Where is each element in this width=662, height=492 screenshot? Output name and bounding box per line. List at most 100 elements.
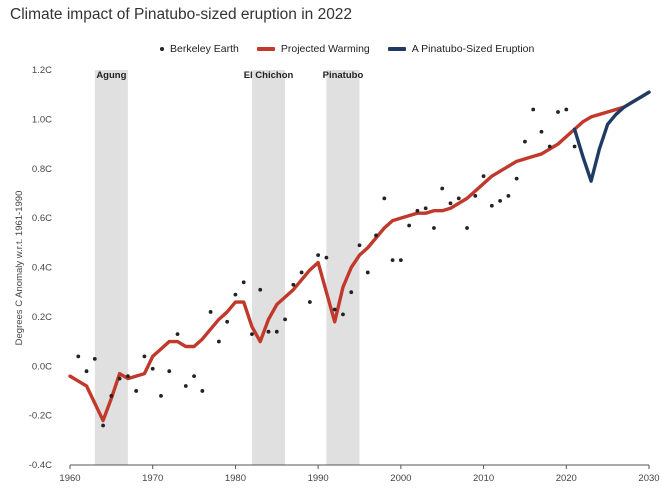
data-point-berkeley-earth <box>440 186 445 191</box>
data-point-berkeley-earth <box>84 369 89 374</box>
data-point-berkeley-earth <box>142 354 147 359</box>
data-point-berkeley-earth <box>531 107 536 112</box>
legend: Berkeley Earth Projected Warming A Pinat… <box>160 43 552 55</box>
y-tick-label: 1.2C <box>32 65 52 76</box>
data-point-berkeley-earth <box>498 198 503 203</box>
data-point-berkeley-earth <box>465 226 469 230</box>
data-point-berkeley-earth <box>258 287 263 292</box>
series-line-a-pinatubo-sized-eruption <box>572 90 651 183</box>
data-point-berkeley-earth <box>266 329 271 334</box>
data-point-berkeley-earth <box>432 226 436 230</box>
data-point-berkeley-earth <box>481 174 486 179</box>
data-point-berkeley-earth <box>92 356 97 361</box>
data-point-berkeley-earth <box>415 208 420 213</box>
x-tick-label: 1970 <box>142 473 163 484</box>
y-tick-label: 0.4C <box>32 263 52 274</box>
x-tick-label: 2000 <box>390 473 411 484</box>
data-point-berkeley-earth <box>572 144 577 149</box>
data-point-berkeley-earth <box>556 110 560 114</box>
y-axis-title: Degrees C Anomaly w.r.t. 1961-1990 <box>14 191 25 346</box>
data-point-berkeley-earth <box>291 282 296 287</box>
data-point-berkeley-earth <box>225 319 230 324</box>
data-point-berkeley-earth <box>514 176 519 181</box>
legend-marker-projected-warming <box>256 47 275 51</box>
legend-marker-pinatubo-eruption <box>387 47 406 51</box>
x-tick-label: 1960 <box>59 473 80 484</box>
data-point-berkeley-earth <box>423 206 428 211</box>
x-tick-label: 1990 <box>308 473 329 484</box>
x-tick-label: 2010 <box>473 473 494 484</box>
y-tick-label: 0.8C <box>32 164 52 175</box>
data-point-berkeley-earth <box>349 290 354 295</box>
data-point-berkeley-earth <box>307 300 312 304</box>
data-point-berkeley-earth <box>332 307 337 312</box>
series-line-projected-warming <box>68 90 651 423</box>
data-point-berkeley-earth <box>390 258 395 262</box>
data-point-berkeley-earth <box>167 369 172 374</box>
data-point-berkeley-earth <box>241 280 246 285</box>
data-point-berkeley-earth <box>539 129 544 134</box>
eruption-band-el-chichon <box>251 70 286 465</box>
y-tick-label: 0.2C <box>32 312 52 323</box>
data-point-berkeley-earth <box>159 393 163 398</box>
eruption-band-label: El Chichon <box>244 70 294 81</box>
data-point-berkeley-earth <box>506 194 511 198</box>
data-point-berkeley-earth <box>448 201 453 206</box>
data-point-berkeley-earth <box>126 374 130 379</box>
data-point-berkeley-earth <box>374 233 378 238</box>
data-point-berkeley-earth <box>564 107 569 112</box>
data-point-berkeley-earth <box>183 384 188 388</box>
data-point-berkeley-earth <box>473 194 478 198</box>
data-point-berkeley-earth <box>216 339 221 344</box>
legend-label-berkeley-earth: Berkeley Earth <box>170 43 239 55</box>
legend-label-projected-warming: Projected Warming <box>280 43 370 55</box>
data-point-berkeley-earth <box>109 393 114 398</box>
y-tick-label: -0.2C <box>29 411 52 422</box>
eruption-band-agung <box>94 70 128 465</box>
data-point-berkeley-earth <box>76 354 81 359</box>
chart-title: Climate impact of Pinatubo-sized eruptio… <box>10 6 353 23</box>
x-tick-label: 2020 <box>556 473 577 484</box>
data-point-berkeley-earth <box>398 258 403 262</box>
data-point-berkeley-earth <box>134 389 139 393</box>
y-tick-label: 1.0C <box>32 114 52 125</box>
data-point-berkeley-earth <box>456 196 461 201</box>
data-point-berkeley-earth <box>283 317 287 322</box>
y-tick-label: 0.6C <box>32 213 52 224</box>
data-point-berkeley-earth <box>407 223 412 228</box>
eruption-band-label: Agung <box>96 70 126 81</box>
data-point-berkeley-earth <box>101 423 105 428</box>
legend-label-pinatubo-eruption: A Pinatubo-Sized Eruption <box>411 43 535 55</box>
data-point-berkeley-earth <box>324 255 329 260</box>
data-point-berkeley-earth <box>250 332 254 337</box>
data-point-berkeley-earth <box>150 366 155 371</box>
data-point-berkeley-earth <box>341 312 345 317</box>
data-point-berkeley-earth <box>489 203 494 208</box>
data-point-berkeley-earth <box>274 329 279 334</box>
data-point-berkeley-earth <box>316 253 321 258</box>
data-point-berkeley-earth <box>382 196 387 201</box>
data-point-berkeley-earth <box>175 332 180 337</box>
eruption-band-label: Pinatubo <box>323 70 364 81</box>
data-point-berkeley-earth <box>547 144 552 149</box>
eruption-band-pinatubo <box>326 70 360 465</box>
data-point-berkeley-earth <box>523 139 527 144</box>
legend-marker-berkeley-earth <box>160 47 164 51</box>
data-point-berkeley-earth <box>365 270 370 275</box>
y-tick-label: 0.0C <box>32 361 52 372</box>
data-point-berkeley-earth <box>208 310 213 314</box>
data-point-berkeley-earth <box>299 270 304 275</box>
data-point-berkeley-earth <box>200 389 205 393</box>
legend-item-pinatubo-eruption: A Pinatubo-Sized Eruption <box>387 43 535 55</box>
data-point-berkeley-earth <box>192 374 196 379</box>
legend-item-berkeley-earth: Berkeley Earth <box>160 43 239 55</box>
x-tick-label: 2030 <box>638 473 659 484</box>
data-point-berkeley-earth <box>117 376 122 381</box>
data-point-berkeley-earth <box>357 243 362 248</box>
x-tick-label: 1980 <box>225 473 246 484</box>
y-tick-label: -0.4C <box>29 460 52 471</box>
legend-item-projected-warming: Projected Warming <box>256 43 370 55</box>
data-point-berkeley-earth <box>233 292 238 297</box>
